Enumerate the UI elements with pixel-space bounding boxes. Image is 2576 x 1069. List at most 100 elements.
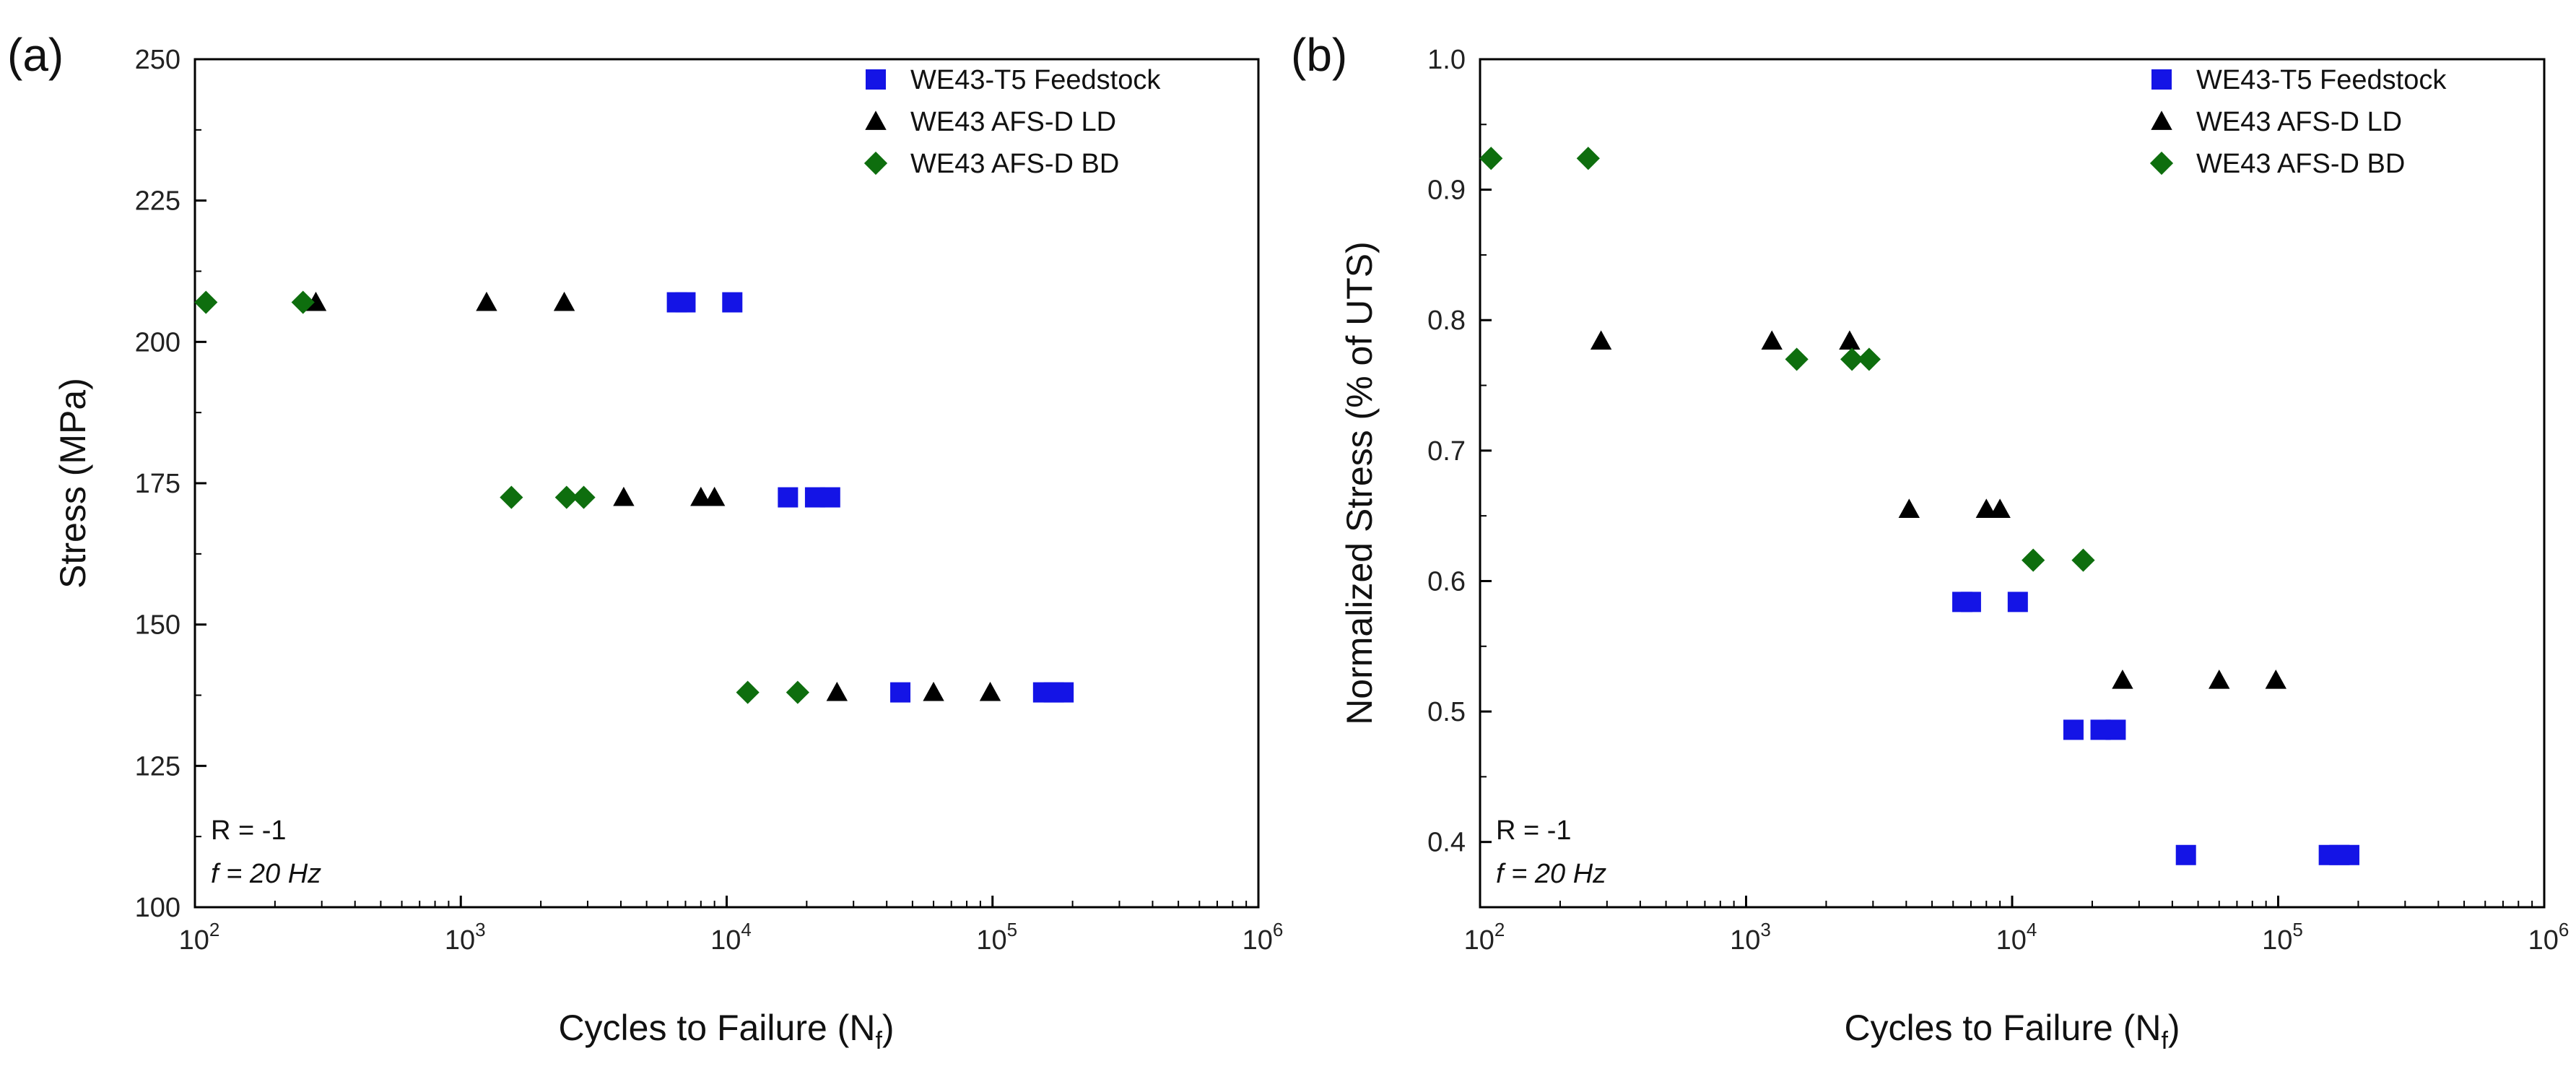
data-point-triangle bbox=[476, 291, 497, 311]
x-tick-label: 105 bbox=[976, 919, 1017, 956]
legend-symbol-square bbox=[866, 69, 886, 90]
panel-a-y-axis-title: Stress (MPa) bbox=[53, 378, 93, 589]
legend-label: WE43-T5 Feedstock bbox=[2196, 65, 2447, 95]
panel-b-legend: WE43-T5 Feedstock WE43 AFS-D LD WE43 AFS… bbox=[2149, 65, 2447, 179]
panel-a-plot-area bbox=[193, 58, 1260, 909]
legend-symbol-triangle bbox=[865, 111, 887, 130]
data-point-triangle bbox=[1590, 330, 1612, 350]
data-point-square bbox=[819, 487, 840, 508]
x-tick-label: 106 bbox=[2528, 919, 2570, 956]
legend-marker-triangle bbox=[865, 111, 887, 130]
y-tick-label: 0.7 bbox=[1427, 436, 1466, 467]
y-tick-label: 225 bbox=[135, 186, 180, 217]
data-point-diamond bbox=[786, 680, 809, 704]
data-point-triangle bbox=[553, 291, 575, 311]
panel-b-x-tick-labels: 102 103 104 105 106 bbox=[1464, 919, 2570, 956]
data-point-triangle bbox=[923, 681, 944, 701]
data-point-diamond bbox=[1479, 147, 1503, 170]
y-tick-label: 200 bbox=[135, 327, 180, 358]
data-point-diamond bbox=[554, 485, 578, 509]
legend-label: WE43 AFS-D BD bbox=[910, 149, 1119, 179]
legend-label: WE43-T5 Feedstock bbox=[910, 65, 1161, 95]
data-point-square bbox=[778, 487, 799, 508]
y-tick-label: 0.8 bbox=[1427, 306, 1466, 336]
panel-a-x-tick-labels: 102 103 104 105 106 bbox=[179, 919, 1284, 956]
x-tick-label: 105 bbox=[2262, 919, 2303, 956]
panel-a-y-tick-labels: 100 125 150 175 200 225 250 bbox=[135, 45, 180, 923]
data-point-diamond bbox=[291, 290, 315, 314]
data-point-square bbox=[722, 292, 743, 313]
panel-a-r-ratio: R = -1 bbox=[211, 815, 287, 846]
data-point-square bbox=[2063, 719, 2084, 740]
data-point-square bbox=[2338, 844, 2359, 865]
x-tick-label: 102 bbox=[179, 919, 220, 956]
y-tick-label: 0.4 bbox=[1427, 828, 1466, 858]
data-point-square bbox=[1960, 592, 1981, 613]
panel-a-ticks bbox=[193, 58, 1260, 909]
data-point-triangle bbox=[2209, 670, 2230, 689]
legend-symbol-diamond bbox=[2149, 151, 2174, 176]
legend-symbol-triangle bbox=[2151, 111, 2172, 130]
data-point-square bbox=[2007, 592, 2028, 613]
x-tick-label: 103 bbox=[1730, 919, 1771, 956]
y-tick-label: 0.9 bbox=[1427, 176, 1466, 206]
panel-b-ticks bbox=[1479, 58, 2546, 908]
panel-a-markers bbox=[194, 290, 1074, 704]
panel-b-markers bbox=[1479, 147, 2359, 865]
panel-a-x-axis-title: Cycles to Failure (Nf) bbox=[558, 1008, 894, 1055]
panel-b-r-ratio: R = -1 bbox=[1496, 815, 1572, 846]
data-point-diamond bbox=[2022, 548, 2045, 572]
panel-b-x-axis-title: Cycles to Failure (Nf) bbox=[1844, 1008, 2180, 1055]
data-point-square bbox=[675, 292, 696, 313]
data-point-triangle bbox=[1989, 498, 2011, 519]
panel-b: (b) 0.4 0.5 0.6 0.7 0.8 0.9 1.0 102 103 … bbox=[1291, 29, 2569, 1055]
data-point-diamond bbox=[572, 485, 596, 509]
x-tick-label: 104 bbox=[1996, 919, 2037, 956]
panel-a-frequency: f = 20 Hz bbox=[211, 859, 321, 889]
legend-marker-diamond bbox=[863, 151, 888, 176]
panel-b-y-tick-labels: 0.4 0.5 0.6 0.7 0.8 0.9 1.0 bbox=[1427, 45, 1466, 858]
panel-a-label: (a) bbox=[7, 29, 64, 81]
y-tick-label: 0.5 bbox=[1427, 697, 1466, 727]
legend-symbol-square bbox=[2151, 69, 2172, 90]
x-tick-label: 103 bbox=[445, 919, 486, 956]
legend-symbol-diamond bbox=[863, 151, 888, 176]
legend-label: WE43 AFS-D LD bbox=[2196, 107, 2402, 137]
x-tick-label: 106 bbox=[1243, 919, 1284, 956]
y-tick-label: 150 bbox=[135, 610, 180, 641]
data-point-square bbox=[2105, 719, 2126, 740]
y-tick-label: 250 bbox=[135, 45, 180, 75]
legend-marker-diamond bbox=[2149, 151, 2174, 176]
y-tick-label: 175 bbox=[135, 469, 180, 499]
legend-marker-square bbox=[2151, 69, 2172, 90]
panel-a: (a) 100 125 150 175 200 225 250 102 103 … bbox=[7, 29, 1283, 1055]
data-point-triangle bbox=[979, 681, 1001, 701]
data-point-triangle bbox=[690, 486, 712, 506]
data-point-triangle bbox=[1898, 498, 1920, 519]
data-point-diamond bbox=[1785, 347, 1809, 371]
data-point-diamond bbox=[2071, 548, 2095, 572]
legend-label: WE43 AFS-D BD bbox=[2196, 149, 2405, 179]
data-point-square bbox=[1053, 682, 1074, 703]
x-tick-label: 102 bbox=[1464, 919, 1505, 956]
data-point-triangle bbox=[703, 486, 726, 506]
y-tick-label: 1.0 bbox=[1427, 45, 1466, 75]
data-point-triangle bbox=[1975, 498, 1997, 519]
data-point-diamond bbox=[1576, 147, 1600, 170]
data-point-diamond bbox=[1857, 347, 1881, 371]
panel-a-legend: WE43-T5 Feedstock WE43 AFS-D LD WE43 AFS… bbox=[863, 65, 1161, 179]
panel-b-y-axis-title: Normalized Stress (% of UTS) bbox=[1339, 241, 1380, 725]
data-point-square bbox=[890, 682, 911, 703]
panel-b-plot-area bbox=[1479, 58, 2546, 909]
panel-b-frequency: f = 20 Hz bbox=[1496, 859, 1606, 889]
y-tick-label: 100 bbox=[135, 893, 180, 923]
data-point-triangle bbox=[826, 681, 848, 701]
x-tick-label: 104 bbox=[710, 919, 752, 956]
data-point-triangle bbox=[2112, 670, 2133, 689]
data-point-square bbox=[2175, 844, 2196, 865]
legend-label: WE43 AFS-D LD bbox=[910, 107, 1116, 137]
data-point-triangle bbox=[1839, 330, 1861, 350]
y-tick-label: 125 bbox=[135, 751, 180, 782]
data-point-triangle bbox=[2265, 670, 2286, 689]
